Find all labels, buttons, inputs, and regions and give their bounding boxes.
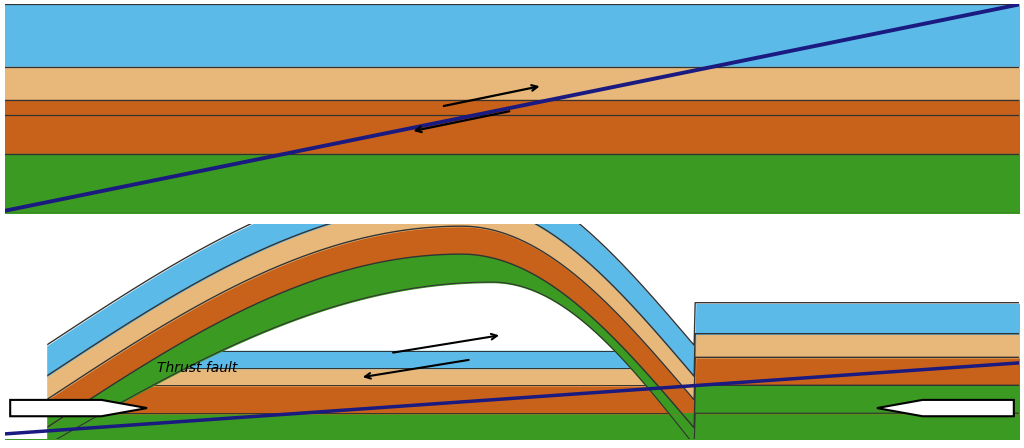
Text: Thrust fault: Thrust fault (158, 362, 238, 375)
FancyArrow shape (877, 400, 1014, 416)
Polygon shape (5, 224, 46, 439)
FancyArrow shape (10, 400, 147, 416)
